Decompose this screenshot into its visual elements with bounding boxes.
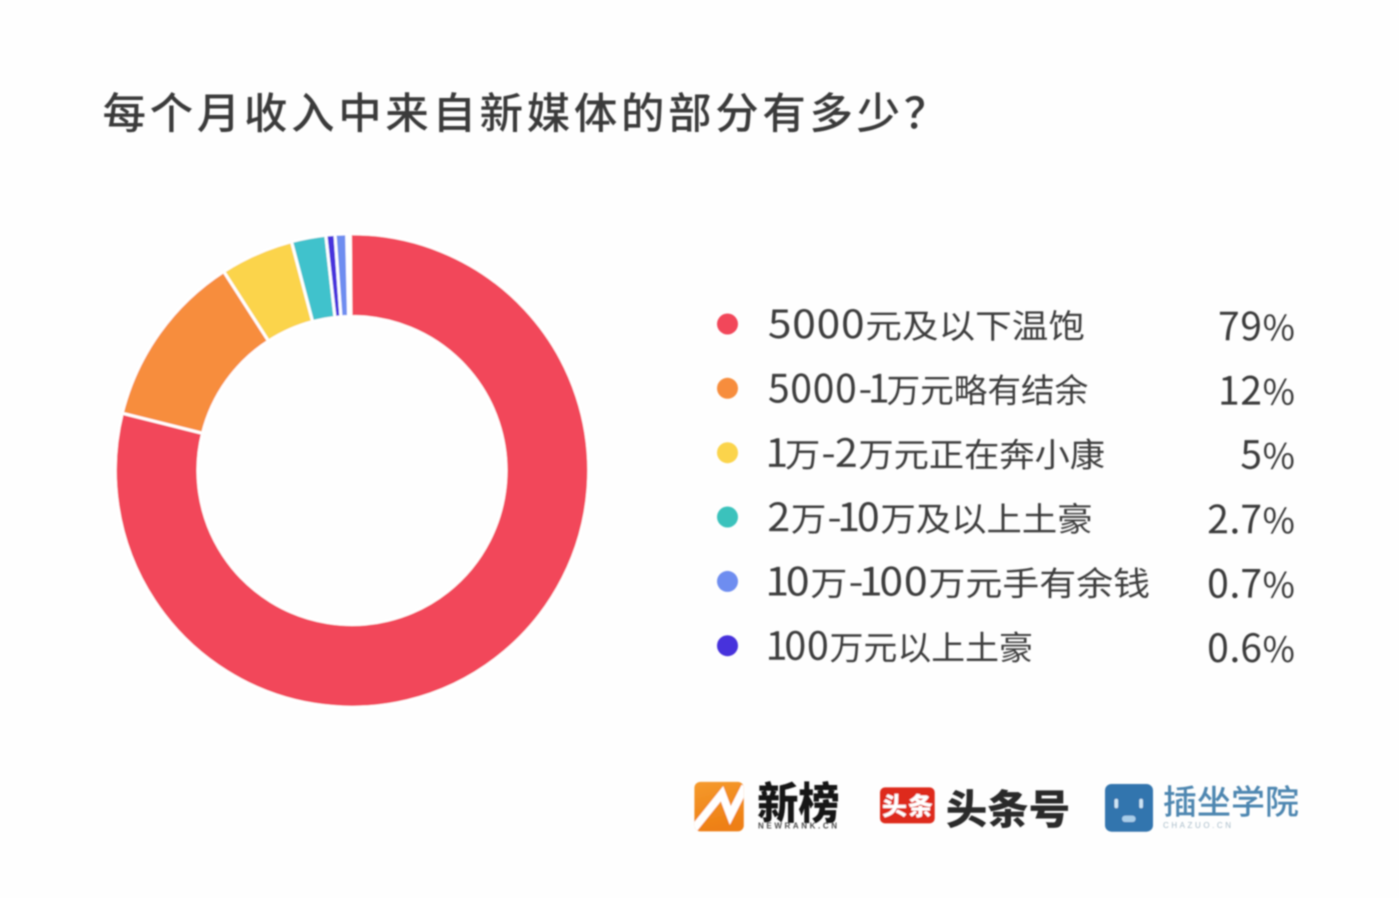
svg-text:CHAZUO.CN: CHAZUO.CN bbox=[1163, 821, 1231, 830]
svg-text:NEWRANK.CN: NEWRANK.CN bbox=[758, 822, 837, 831]
